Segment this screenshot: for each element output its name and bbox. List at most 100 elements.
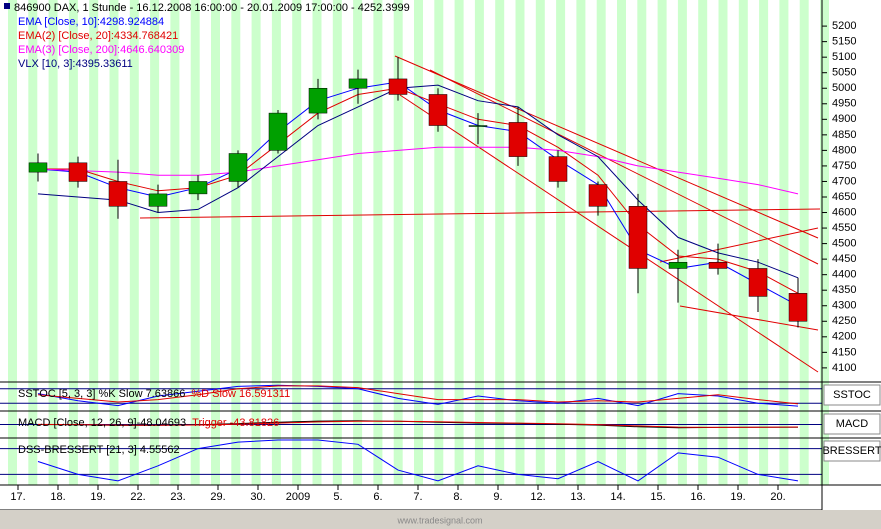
stripe	[190, 0, 200, 485]
trend-line	[679, 305, 819, 331]
candle-body	[308, 87, 328, 114]
y-tick-label: 4600	[832, 206, 856, 218]
candle-body	[788, 293, 808, 322]
y-tick-label: 4400	[832, 269, 856, 281]
indicator-line	[37, 420, 799, 428]
stripe	[495, 0, 505, 485]
trend-line	[399, 94, 819, 373]
indicator-line	[37, 385, 799, 405]
candle-body	[188, 181, 208, 195]
x-tick-label: 12.	[530, 491, 545, 503]
stripe	[109, 0, 119, 485]
stripe	[393, 0, 403, 485]
x-tick-label: 18.	[50, 491, 65, 503]
y-tick-label: 4350	[832, 284, 856, 296]
stripe	[353, 0, 363, 485]
candle-body	[108, 181, 128, 207]
panel-label: BRESSERT	[822, 445, 881, 457]
stripe	[617, 0, 626, 485]
stripe	[556, 0, 566, 485]
y-tick-label: 4200	[832, 331, 856, 343]
title-icon	[4, 3, 10, 9]
stripe	[677, 0, 687, 485]
y-tick-label: 4500	[832, 238, 856, 250]
candle-body	[68, 162, 88, 182]
y-tick-label: 4550	[832, 222, 856, 234]
stripe	[576, 0, 586, 485]
candle-body	[268, 112, 288, 151]
y-tick-label: 4950	[832, 98, 856, 110]
stripe	[515, 0, 525, 485]
x-tick-label: 22.	[130, 491, 145, 503]
footer-bar	[0, 510, 881, 529]
stripe	[779, 0, 789, 485]
candle-body	[748, 268, 768, 297]
y-tick-label: 4700	[832, 175, 856, 187]
indicator-line	[37, 439, 799, 482]
candle-body	[388, 78, 408, 95]
stripe	[718, 0, 728, 485]
candle-body	[708, 261, 728, 269]
x-tick-label: 13.	[570, 491, 585, 503]
candle-body	[28, 162, 48, 173]
indicator-line	[38, 87, 799, 294]
candle-body	[468, 125, 488, 127]
stripe	[738, 0, 748, 485]
stripe	[292, 0, 302, 485]
chart-title: 846900 DAX, 1 Stunde - 16.12.2008 16:00:…	[14, 2, 410, 14]
candle-body	[548, 156, 568, 182]
stripe	[68, 0, 78, 485]
x-tick-label: 7.	[413, 491, 422, 503]
stripe	[657, 0, 667, 485]
stripe	[820, 0, 829, 485]
stripe	[271, 0, 281, 485]
indicator-line	[37, 146, 799, 195]
y-tick-label: 4450	[832, 253, 856, 265]
legend-entry: MACD [Close, 12, 26, 9]-48.04693	[18, 417, 186, 429]
legend-entry: EMA [Close, 10]:4298.924884	[18, 16, 164, 28]
panel-label-box	[823, 440, 881, 462]
x-tick-label: 2009	[286, 491, 310, 503]
stripe	[454, 0, 464, 485]
stripe	[170, 0, 180, 485]
legend-entry: EMA(2) [Close, 20]:4334.768421	[18, 30, 178, 42]
x-tick-label: 14.	[610, 491, 625, 503]
y-tick-label: 4800	[832, 144, 856, 156]
time-stripes	[8, 0, 829, 485]
stripe	[759, 0, 769, 485]
stripe	[474, 0, 484, 485]
stripe	[251, 0, 261, 485]
stripe	[414, 0, 423, 485]
indicator-line	[37, 384, 799, 407]
x-tick-label: 23.	[170, 491, 185, 503]
stripe	[312, 0, 322, 485]
y-tick-label: 5100	[832, 51, 856, 63]
stripe	[332, 0, 342, 485]
x-tick-label: 8.	[453, 491, 462, 503]
stripe	[28, 0, 38, 485]
legend-entry: %D Slow 16.591311	[191, 388, 290, 400]
stripe	[231, 0, 241, 485]
x-tick-label: 9.	[493, 491, 502, 503]
y-tick-label: 5050	[832, 67, 856, 79]
trend-line	[139, 208, 821, 219]
x-tick-label: 16.	[690, 491, 705, 503]
candle-body	[588, 184, 608, 207]
trend-line	[394, 55, 819, 239]
stripe	[8, 0, 17, 485]
y-tick-label: 4650	[832, 191, 856, 203]
stripe	[596, 0, 606, 485]
panel-label-box	[823, 384, 881, 406]
stripe	[535, 0, 545, 485]
legend-entry: VLX [10, 3]:4395.33611	[18, 58, 133, 70]
x-tick-label: 19.	[90, 491, 105, 503]
legend-entry: EMA(3) [Close, 200]:4646.640309	[18, 44, 184, 56]
x-tick-label: 17.	[10, 491, 25, 503]
y-tick-label: 5000	[832, 82, 856, 94]
stripe	[89, 0, 99, 485]
y-tick-label: 5200	[832, 20, 856, 32]
stripe	[434, 0, 444, 485]
x-tick-label: 20.	[770, 491, 785, 503]
panel-label-box	[823, 413, 881, 435]
